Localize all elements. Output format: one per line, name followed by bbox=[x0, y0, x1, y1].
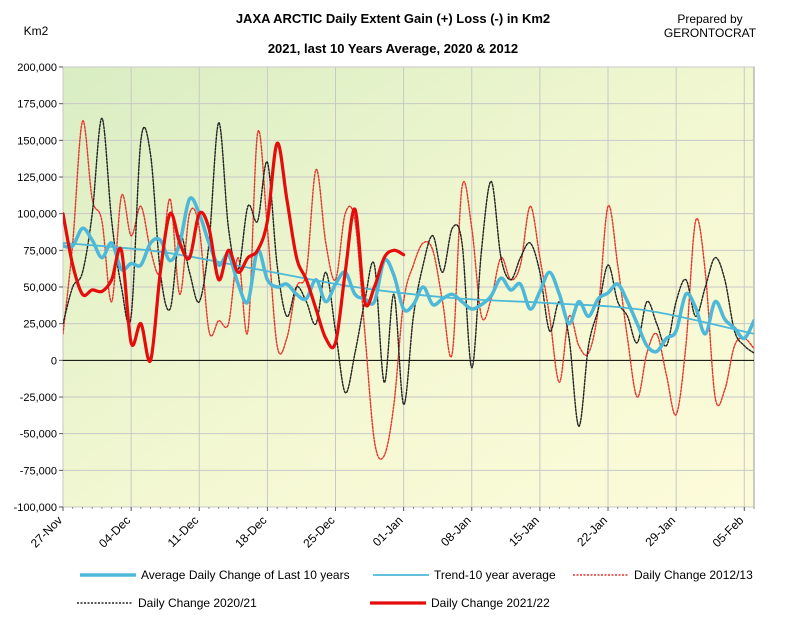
x-tick-label: 11-Dec bbox=[165, 513, 202, 550]
x-axis: 27-Nov 04-Dec 11-Dec 18-Dec 25-Dec 01-Jan 08-J… bbox=[28, 507, 755, 550]
y-tick-label: 25,000 bbox=[23, 319, 57, 331]
y-tick-label: 125,000 bbox=[17, 172, 57, 184]
y-tick-label: 175,000 bbox=[17, 99, 57, 111]
x-tick-label: 15-Jan bbox=[506, 513, 542, 549]
legend-label: Daily Change 2012/13 bbox=[634, 568, 753, 582]
x-tick-label: 22-Jan bbox=[574, 513, 610, 549]
chart-title: JAXA ARCTIC Daily Extent Gain (+) Loss (… bbox=[236, 11, 550, 26]
y-axis: 200,000 175,000 150,000 125,000 100,000 75,00… bbox=[14, 62, 754, 514]
y-tick-label: 100,000 bbox=[17, 209, 57, 221]
y-tick-label: 0 bbox=[51, 355, 57, 367]
series-line-3 bbox=[63, 117, 754, 428]
series-line-1 bbox=[63, 242, 754, 335]
y-axis-unit-label: Km2 bbox=[24, 24, 49, 38]
x-tick-label: 04-Dec bbox=[96, 513, 133, 550]
y-tick-label: 50,000 bbox=[23, 282, 57, 294]
x-tick-label: 01-Jan bbox=[370, 513, 406, 549]
legend-label: Daily Change 2021/22 bbox=[431, 596, 550, 610]
series-line-4 bbox=[63, 141, 406, 363]
credit-line-1: Prepared by bbox=[677, 12, 742, 26]
series-line-0 bbox=[63, 196, 754, 354]
y-tick-label: -75,000 bbox=[20, 465, 57, 477]
series-group bbox=[63, 117, 754, 460]
x-tick-label: 27-Nov bbox=[28, 513, 65, 550]
legend-label: Average Daily Change of Last 10 years bbox=[141, 568, 350, 582]
y-tick-label: -25,000 bbox=[20, 392, 57, 404]
y-tick-label: 150,000 bbox=[17, 135, 57, 147]
chart-subtitle: 2021, last 10 Years Average, 2020 & 2012 bbox=[268, 41, 518, 56]
x-tick-label: 08-Jan bbox=[438, 513, 474, 549]
x-tick-label: 25-Dec bbox=[300, 513, 337, 550]
gridlines bbox=[62, 66, 754, 508]
y-tick-label: -100,000 bbox=[14, 502, 57, 514]
y-tick-label: 75,000 bbox=[23, 245, 57, 257]
x-tick-label: 18-Dec bbox=[232, 513, 269, 550]
legend-label: Daily Change 2020/21 bbox=[138, 596, 257, 610]
y-tick-label: 200,000 bbox=[17, 62, 57, 74]
y-tick-label: -50,000 bbox=[20, 429, 57, 441]
x-tick-label: 29-Jan bbox=[642, 513, 678, 549]
legend: Average Daily Change of Last 10 years Tre… bbox=[77, 568, 753, 610]
credit-line-2: GERONTOCRAT bbox=[664, 26, 757, 40]
x-tick-label: 05-Feb bbox=[710, 513, 747, 550]
legend-label: Trend-10 year average bbox=[434, 568, 556, 582]
